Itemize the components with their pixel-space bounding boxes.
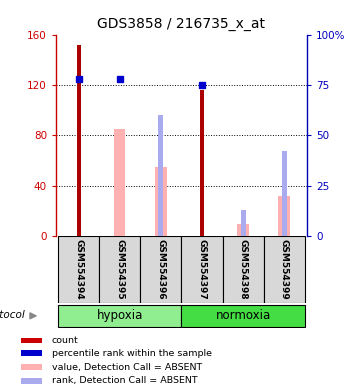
Bar <box>155 167 166 236</box>
Text: GSM554397: GSM554397 <box>197 239 206 300</box>
Text: hypoxia: hypoxia <box>96 310 143 322</box>
Text: GSM554399: GSM554399 <box>280 239 289 300</box>
Text: GSM554396: GSM554396 <box>156 240 165 300</box>
Bar <box>237 223 249 236</box>
Bar <box>140 236 182 303</box>
Bar <box>58 236 99 303</box>
Text: rank, Detection Call = ABSENT: rank, Detection Call = ABSENT <box>52 376 197 384</box>
Text: normoxia: normoxia <box>216 310 271 322</box>
Bar <box>182 236 222 303</box>
Bar <box>21 338 42 343</box>
Bar <box>200 90 204 236</box>
Bar <box>77 45 81 236</box>
Text: GSM554398: GSM554398 <box>239 240 248 300</box>
Bar <box>222 236 264 303</box>
Bar <box>278 196 290 236</box>
Text: protocol: protocol <box>0 310 25 320</box>
Bar <box>21 350 42 356</box>
Bar <box>99 236 140 303</box>
Bar <box>114 129 126 236</box>
Text: GSM554395: GSM554395 <box>115 240 124 300</box>
Bar <box>21 364 42 370</box>
Bar <box>58 305 182 327</box>
Text: count: count <box>52 336 78 345</box>
Bar <box>21 378 42 384</box>
Text: percentile rank within the sample: percentile rank within the sample <box>52 349 212 358</box>
Title: GDS3858 / 216735_x_at: GDS3858 / 216735_x_at <box>97 17 265 31</box>
Text: GSM554394: GSM554394 <box>74 239 83 300</box>
Text: value, Detection Call = ABSENT: value, Detection Call = ABSENT <box>52 362 202 372</box>
Bar <box>264 236 305 303</box>
Bar <box>158 115 163 236</box>
Bar <box>282 152 287 236</box>
Bar <box>241 210 245 236</box>
Bar <box>182 305 305 327</box>
